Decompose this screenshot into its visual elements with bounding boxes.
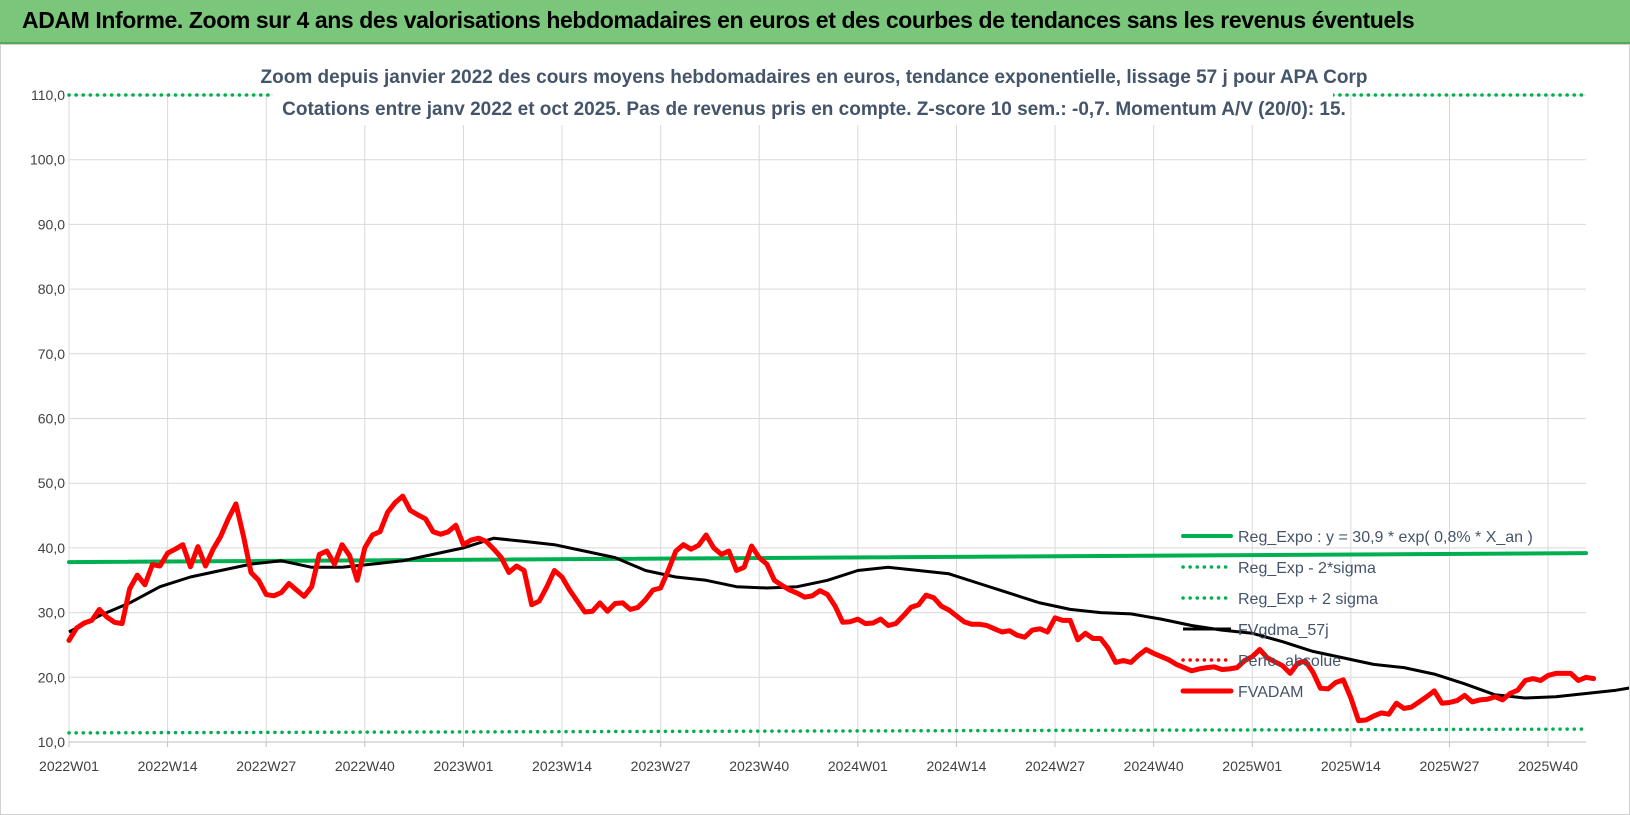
chart-title: Zoom depuis janvier 2022 des cours moyen… xyxy=(261,67,1368,88)
x-tick-label: 2023W01 xyxy=(433,758,493,774)
x-tick-label: 2025W01 xyxy=(1222,758,1282,774)
line-chart: 10,0 20,0 30,0 40,0 50,0 60,0 70,0 80,0 90,0 100,… xyxy=(30,59,1629,774)
series-layer xyxy=(66,93,1629,735)
y-tick-label: 30,0 xyxy=(38,605,65,621)
x-tick-label: 2024W27 xyxy=(1025,758,1085,774)
y-tick-label: 110,0 xyxy=(31,87,65,103)
legend-label: Reg_Expo : y = 30,9 * exp( 0,8% * X_an ) xyxy=(1238,529,1533,546)
y-tick-label: 60,0 xyxy=(38,411,65,427)
x-tick-label: 2025W40 xyxy=(1518,758,1578,774)
y-tick-label: 90,0 xyxy=(38,216,65,232)
y-tick-label: 80,0 xyxy=(38,281,65,297)
x-tick-label: 2025W14 xyxy=(1321,758,1381,774)
x-tick-label: 2022W27 xyxy=(236,758,296,774)
legend-label: FVgdma_57j xyxy=(1238,622,1329,639)
x-tick-label: 2022W01 xyxy=(39,758,99,774)
chart-subtitle: Cotations entre janv 2022 et oct 2025. P… xyxy=(282,99,1346,120)
x-tick-label: 2024W14 xyxy=(926,758,986,774)
report-title: ADAM Informe. Zoom sur 4 ans des valoris… xyxy=(22,7,1415,33)
series-line-0 xyxy=(67,551,1588,565)
x-tick-label: 2024W40 xyxy=(1124,758,1184,774)
series-line-3 xyxy=(68,536,1629,700)
legend: Reg_Expo : y = 30,9 * exp( 0,8% * X_an )… xyxy=(1180,529,1533,701)
y-tick-label: 40,0 xyxy=(38,540,65,556)
title-backdrop xyxy=(273,59,1333,125)
x-tick-label: 2022W14 xyxy=(138,758,198,774)
y-tick-label: 70,0 xyxy=(38,346,65,362)
x-tick-label: 2024W01 xyxy=(828,758,888,774)
legend-label: Reg_Exp - 2*sigma xyxy=(1238,560,1376,577)
legend-label: FVADAM xyxy=(1238,684,1303,701)
x-tick-label: 2025W27 xyxy=(1420,758,1480,774)
series-line-5 xyxy=(66,493,1597,724)
x-tick-label: 2022W40 xyxy=(335,758,395,774)
chart-titles: Zoom depuis janvier 2022 des cours moyen… xyxy=(261,59,1368,125)
grid xyxy=(68,94,1586,743)
legend-label: Perfo. absolue xyxy=(1238,653,1341,670)
x-tick-label: 2023W27 xyxy=(631,758,691,774)
legend-label: Reg_Exp + 2 sigma xyxy=(1238,591,1378,608)
y-tick-label: 50,0 xyxy=(38,475,65,491)
y-tick-label: 100,0 xyxy=(30,152,65,168)
chart-frame: 10,0 20,0 30,0 40,0 50,0 60,0 70,0 80,0 90,0 100,… xyxy=(0,44,1630,815)
axes: 10,0 20,0 30,0 40,0 50,0 60,0 70,0 80,0 90,0 100,… xyxy=(30,87,1586,774)
y-tick-label: 10,0 xyxy=(38,734,65,750)
report-banner: ADAM Informe. Zoom sur 4 ans des valoris… xyxy=(0,0,1630,44)
series-line-1 xyxy=(67,727,1588,735)
x-tick-label: 2023W14 xyxy=(532,758,592,774)
x-tick-label: 2023W40 xyxy=(729,758,789,774)
y-tick-label: 20,0 xyxy=(38,669,65,685)
